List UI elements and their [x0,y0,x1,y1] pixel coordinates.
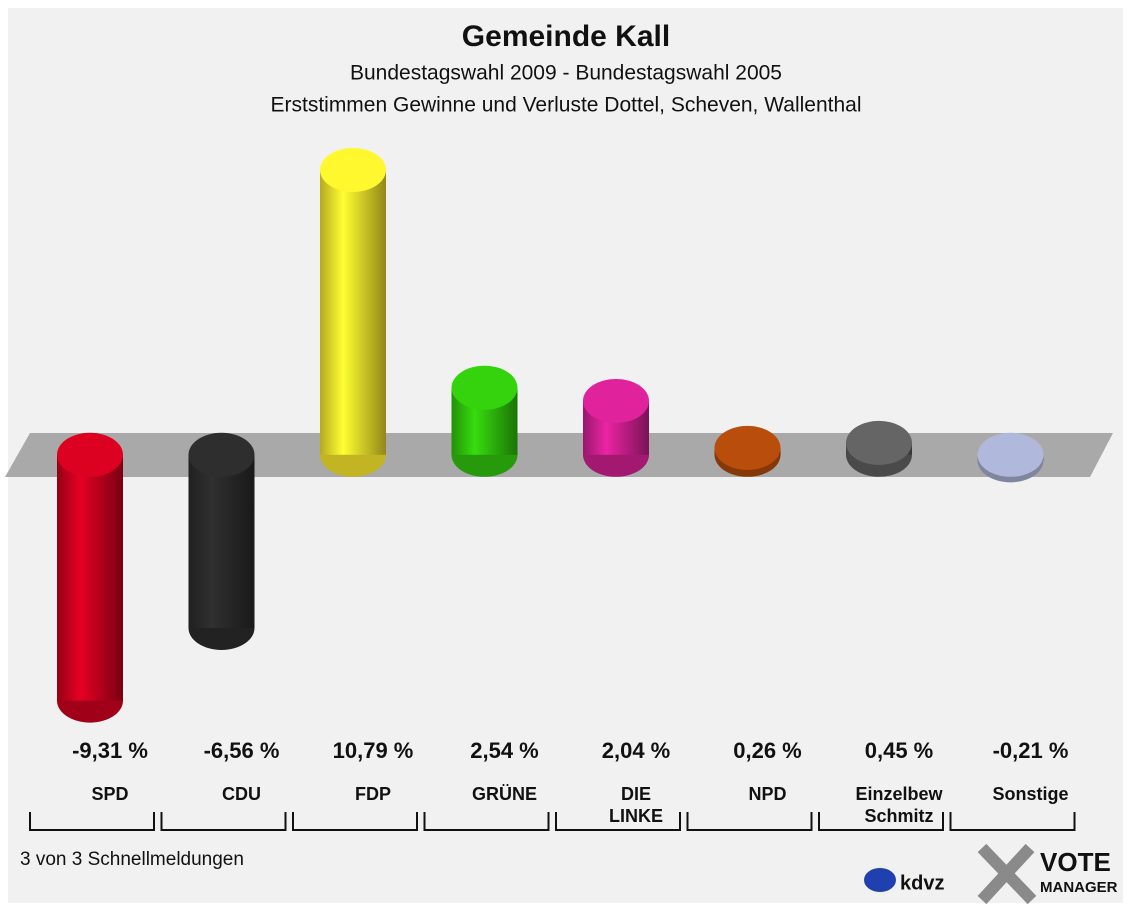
category-label: Einzelbew Schmitz [855,784,943,826]
category-bracket [555,812,681,831]
value-label: 2,54 % [470,738,539,763]
logo-icon [864,868,896,892]
bar-cap [57,432,123,477]
category-label: Sonstige [992,784,1069,804]
category-bracket [292,812,418,831]
footer: 3 von 3 Schnellmeldungen [20,849,244,870]
bar-cap [320,147,386,192]
chart-subtitle: Erststimmen Gewinne und Verluste Dottel,… [270,94,861,117]
bar-cap [451,365,518,410]
value-label: -6,56 % [204,738,280,763]
category-bracket [686,812,813,831]
value-label: 0,45 % [865,738,934,763]
bar-cap [714,425,781,470]
category-bracket [949,812,1076,831]
value-label: 2,04 % [602,738,671,763]
category-label: FDP [355,784,391,804]
value-label: 0,26 % [733,738,802,763]
category-bracket [818,812,944,831]
bar [320,169,386,455]
category-label: NPD [748,784,787,804]
logo-text: VOTE [1040,847,1111,877]
category-label: CDU [222,784,261,804]
category-bracket [423,812,550,831]
logo-icon [977,843,1037,905]
bar-cap [188,432,255,477]
category-bracket [29,812,155,831]
logo-text: kdvz [900,872,944,894]
category-label: SPD [91,784,129,804]
category-label: DIE LINKE [609,784,663,826]
category-bracket [160,812,287,831]
bar [57,454,123,701]
bar-cap [583,378,649,423]
bar [188,454,255,628]
chart-subtitle: Bundestagswahl 2009 - Bundestagswahl 200… [350,62,782,85]
bar-cap [977,432,1044,477]
value-label: -9,31 % [72,738,148,763]
bar-cap [846,420,912,465]
value-label: 10,79 % [333,738,414,763]
value-label: -0,21 % [993,738,1069,763]
chart-title: Gemeinde Kall [462,20,670,53]
logo-text: MANAGER [1040,879,1118,896]
category-label: GRÜNE [471,784,537,804]
baseline-band [5,433,1113,477]
